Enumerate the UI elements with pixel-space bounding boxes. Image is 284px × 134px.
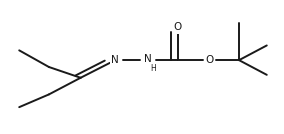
Text: O: O (174, 23, 182, 33)
Text: H: H (151, 64, 156, 72)
Text: N: N (144, 54, 152, 64)
Text: O: O (205, 55, 214, 65)
Text: N: N (111, 55, 119, 65)
